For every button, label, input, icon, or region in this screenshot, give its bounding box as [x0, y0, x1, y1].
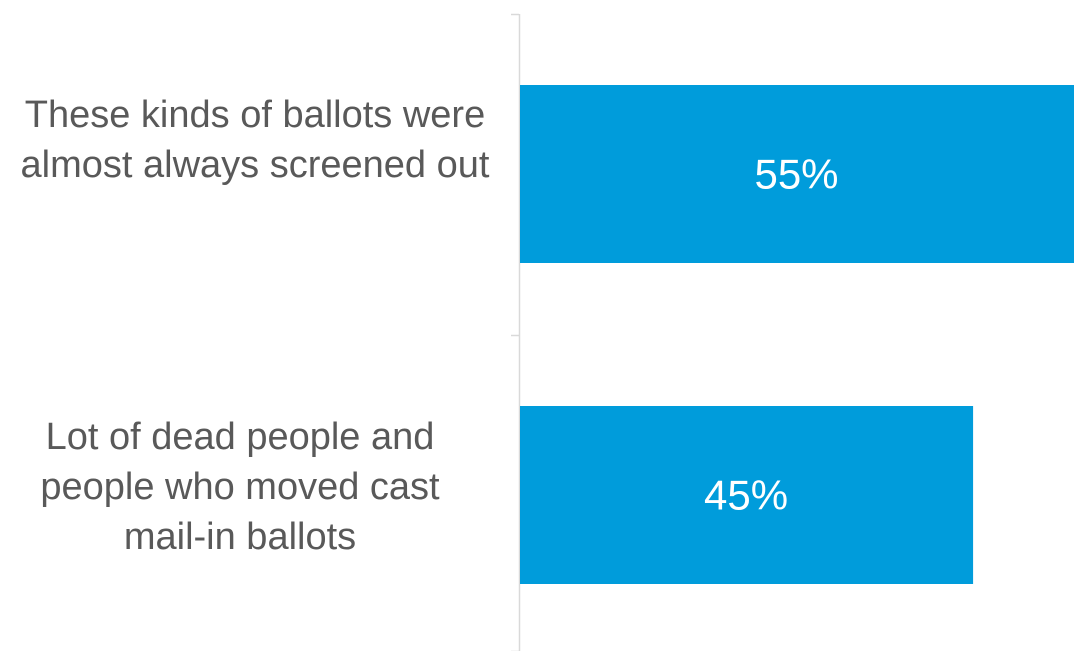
bar-value-label-1: 45% — [704, 472, 788, 519]
category-label-1: Lot of dead people and people who moved … — [40, 416, 440, 558]
bar-0 — [520, 85, 1074, 263]
category-label-0: These kinds of ballots were almost alway… — [20, 94, 490, 186]
bar-1 — [520, 406, 974, 584]
bar-value-label-0: 55% — [754, 151, 838, 198]
